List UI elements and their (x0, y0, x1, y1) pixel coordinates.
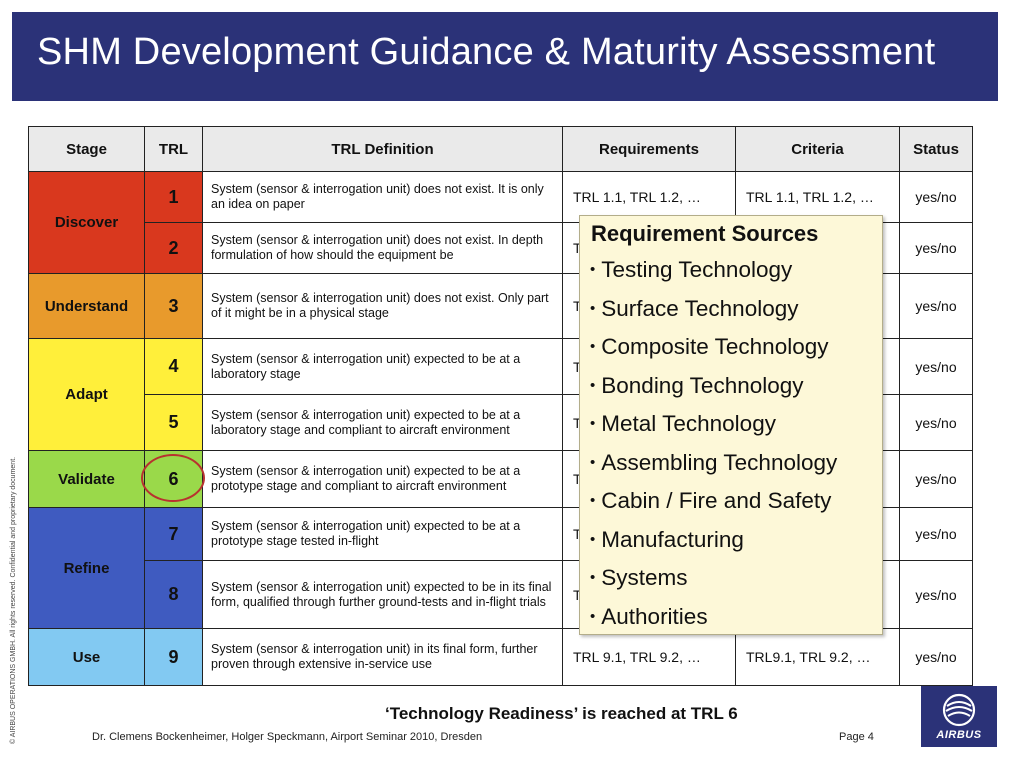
header-definition: TRL Definition (202, 126, 563, 172)
bullet-icon: • (590, 453, 596, 471)
status-cell: yes/no (899, 222, 973, 274)
footer-headline: ‘Technology Readiness’ is reached at TRL… (385, 704, 738, 723)
airbus-logo-text: AIRBUS (936, 729, 982, 741)
stage-understand: Understand (28, 273, 145, 339)
list-item: • Composite Technology (590, 328, 872, 367)
list-item: • Manufacturing (590, 521, 872, 560)
header-stage: Stage (28, 126, 145, 172)
status-cell: yes/no (899, 338, 973, 395)
status-cell: yes/no (899, 450, 973, 508)
bullet-icon: • (590, 569, 596, 586)
status-cell: yes/no (899, 628, 973, 686)
trl-definition: System (sensor & interrogation unit) doe… (202, 222, 563, 274)
list-item-label: Manufacturing (601, 526, 744, 552)
page-title: SHM Development Guidance & Maturity Asse… (37, 31, 936, 73)
header-requirements: Requirements (562, 126, 736, 172)
trl-definition: System (sensor & interrogation unit) exp… (202, 450, 563, 508)
stage-discover: Discover (28, 171, 145, 274)
title-bar: SHM Development Guidance & Maturity Asse… (12, 12, 998, 101)
requirements-cell: TRL 1.1, TRL 1.2, … (562, 171, 736, 223)
trl-number: 5 (144, 394, 203, 451)
bullet-icon: • (590, 261, 596, 278)
trl-number: 2 (144, 222, 203, 274)
list-item: • Surface Technology (590, 290, 872, 329)
list-item: • Metal Technology (590, 405, 872, 444)
header-trl: TRL (144, 126, 203, 172)
stage-refine: Refine (28, 507, 145, 629)
requirements-cell: TRL 9.1, TRL 9.2, … (562, 628, 736, 686)
list-item-label: Metal Technology (601, 411, 776, 436)
bullet-icon: • (590, 376, 596, 394)
requirement-sources-box: Requirement Sources • Testing Technology … (579, 215, 883, 635)
bullet-icon: • (590, 338, 596, 355)
list-item-label: Assembling Technology (601, 449, 838, 475)
list-item-label: Composite Technology (601, 334, 829, 359)
bullet-icon: • (590, 415, 596, 432)
list-item: • Testing Technology (590, 251, 872, 290)
status-cell: yes/no (899, 560, 973, 629)
status-cell: yes/no (899, 273, 973, 339)
footer-authors: Dr. Clemens Bockenheimer, Holger Speckma… (92, 731, 483, 743)
stage-adapt: Adapt (28, 338, 145, 451)
status-cell: yes/no (899, 394, 973, 451)
status-cell: yes/no (899, 507, 973, 561)
bullet-icon: • (590, 530, 596, 548)
table-row: Use 9 System (sensor & interrogation uni… (28, 628, 973, 686)
table-row: Discover 1 System (sensor & interrogatio… (28, 171, 973, 274)
trl-number: 4 (144, 338, 203, 395)
trl-definition: System (sensor & interrogation unit) doe… (202, 273, 563, 339)
header-status: Status (899, 126, 973, 172)
requirement-sources-list: • Testing Technology • Surface Technology … (590, 251, 872, 636)
list-item-label: Testing Technology (601, 257, 793, 282)
status-cell: yes/no (899, 171, 973, 223)
list-item-label: Systems (601, 565, 688, 590)
airbus-logo-icon: AIRBUS (921, 686, 997, 747)
stage-validate: Validate (28, 450, 145, 508)
stage-use: Use (28, 628, 145, 686)
trl-definition: System (sensor & interrogation unit) exp… (202, 560, 563, 629)
trl-definition: System (sensor & interrogation unit) in … (202, 628, 563, 686)
trl-definition: System (sensor & interrogation unit) doe… (202, 171, 563, 223)
trl-number: 7 (144, 507, 203, 561)
trl-number-highlighted: 6 (140, 450, 205, 508)
trl-definition: System (sensor & interrogation unit) exp… (202, 394, 563, 451)
list-item: • Cabin / Fire and Safety (590, 482, 872, 521)
highlight-circle-icon (140, 454, 205, 502)
list-item-label: Authorities (601, 603, 708, 629)
list-item: • Authorities (590, 598, 872, 637)
trl-definition: System (sensor & interrogation unit) exp… (202, 507, 563, 561)
bullet-icon: • (590, 299, 596, 317)
bullet-icon: • (590, 492, 596, 509)
list-item-label: Surface Technology (601, 295, 799, 321)
list-item-label: Cabin / Fire and Safety (601, 488, 832, 513)
bullet-icon: • (590, 607, 596, 625)
airbus-swirl-icon (942, 693, 976, 727)
copyright-notice: © AIRBUS OPERATIONS GMBH. All rights res… (10, 456, 17, 744)
trl-number: 1 (144, 171, 203, 223)
requirement-sources-title: Requirement Sources (591, 221, 819, 246)
trl-definition: System (sensor & interrogation unit) exp… (202, 338, 563, 395)
header-criteria: Criteria (735, 126, 900, 172)
table-row: Understand 3 System (sensor & interrogat… (28, 273, 973, 339)
list-item-label: Bonding Technology (601, 372, 804, 398)
criteria-cell: TRL 1.1, TRL 1.2, … (735, 171, 900, 223)
criteria-cell: TRL9.1, TRL 9.2, … (735, 628, 900, 686)
page-number: Page 4 (839, 731, 874, 743)
list-item: • Systems (590, 559, 872, 598)
trl-number: 8 (144, 560, 203, 629)
list-item: • Assembling Technology (590, 444, 872, 483)
list-item: • Bonding Technology (590, 367, 872, 406)
trl-number: 9 (144, 628, 203, 686)
table-header-row: Stage TRL TRL Definition Requirements Cr… (28, 126, 973, 172)
trl-number: 3 (144, 273, 203, 339)
